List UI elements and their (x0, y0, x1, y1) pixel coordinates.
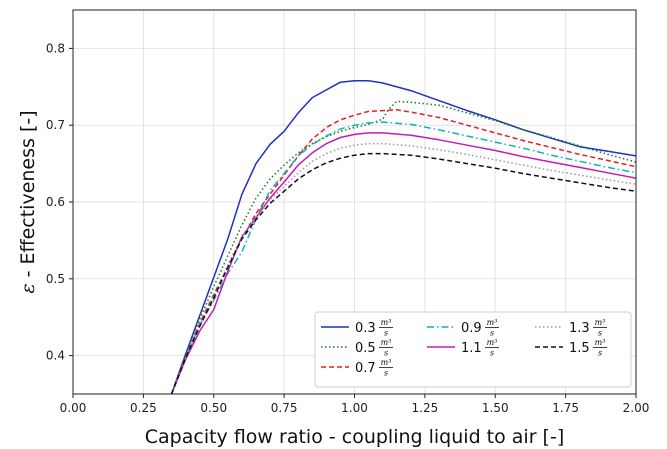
legend-unit-numerator: m³ (595, 318, 606, 327)
legend-entry-label: 0.7 (355, 361, 376, 376)
legend-unit-numerator: m³ (381, 318, 392, 327)
legend-unit-numerator: m³ (487, 318, 498, 327)
legend-unit-numerator: m³ (595, 338, 606, 347)
legend-entry-label: 1.5 (569, 341, 590, 356)
x-tick-label: 1.00 (341, 401, 368, 415)
series-line-0-9 (170, 121, 637, 395)
series-line-1-3 (170, 142, 637, 395)
legend-unit-denominator: s (598, 349, 602, 358)
y-tick-label: 0.5 (46, 272, 65, 286)
ticks: 0.00 0.25 0.50 0.75 1.00 1.25 1.50 1.75 2.00 0.4 0… (46, 41, 649, 415)
y-axis-label-symbol: ε (17, 283, 39, 293)
legend-entry-label: 1.3 (569, 321, 590, 336)
y-tick-label: 0.8 (46, 41, 65, 55)
x-tick-label: 1.50 (482, 401, 509, 415)
legend-entry-label: 0.9 (461, 321, 482, 336)
legend-unit-numerator: m³ (381, 338, 392, 347)
series-layer (170, 79, 637, 395)
series-line-1-5 (170, 152, 637, 395)
legend-entry-label: 0.3 (355, 321, 376, 336)
legend-box (314, 311, 632, 388)
legend-unit-denominator: s (384, 349, 388, 358)
y-tick-label: 0.4 (46, 349, 65, 363)
y-axis-label-text: - Effectiveness [-] (17, 110, 39, 283)
legend-entry-label: 1.1 (461, 341, 482, 356)
legend-unit-denominator: s (598, 329, 602, 338)
legend-unit-numerator: m³ (381, 358, 392, 367)
legend-unit-numerator: m³ (487, 338, 498, 347)
legend-unit-denominator: s (490, 329, 494, 338)
legend-unit-denominator: s (490, 349, 494, 358)
x-tick-label: 1.75 (552, 401, 579, 415)
y-tick-label: 0.7 (46, 118, 65, 132)
legend-unit-denominator: s (384, 329, 388, 338)
series-line-0-5 (170, 100, 637, 395)
x-tick-label: 0.25 (130, 401, 157, 415)
legend-unit-denominator: s (384, 369, 388, 378)
legend-entry-label: 0.5 (355, 341, 376, 356)
x-tick-label: 2.00 (623, 401, 650, 415)
x-tick-label: 0.75 (271, 401, 298, 415)
x-tick-label: 1.25 (412, 401, 439, 415)
y-axis-label: ε - Effectiveness [-] (17, 110, 39, 293)
x-tick-label: 0.00 (60, 401, 87, 415)
x-tick-label: 0.50 (200, 401, 227, 415)
x-axis-label: Capacity flow ratio - coupling liquid to… (145, 426, 564, 448)
y-tick-label: 0.6 (46, 195, 65, 209)
series-line-1-1 (170, 132, 637, 395)
